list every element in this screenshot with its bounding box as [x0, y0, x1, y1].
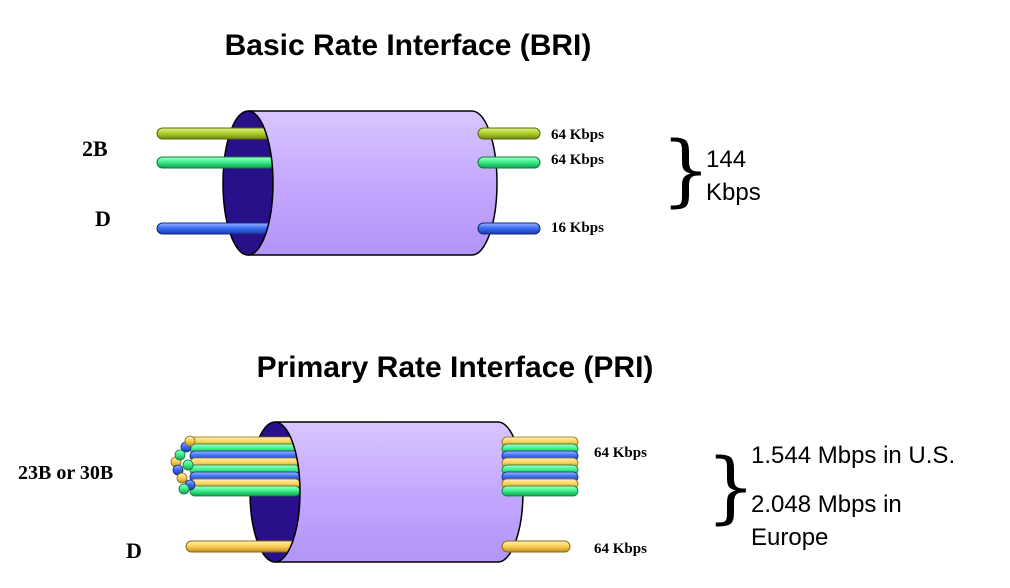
bri-cylinder [247, 110, 498, 256]
pri-b-bundle-left [170, 435, 301, 497]
bri-rate-b2: 64 Kbps [551, 152, 604, 168]
pri-section: Primary Rate Interface (PRI) [18, 351, 955, 563]
bri-label-2b: 2B [82, 136, 108, 161]
pri-cylinder [274, 421, 524, 563]
pri-brace-icon: } [706, 443, 756, 533]
bri-wire-d-right [477, 222, 541, 235]
bri-wire-b2-right [477, 156, 541, 169]
bri-total-value: 144 [706, 146, 746, 173]
bri-wire-b2-left [156, 156, 276, 169]
pri-rate-b: 64 Kbps [594, 445, 647, 461]
pri-total-eu-line2: Europe [751, 524, 828, 551]
bri-section: Basic Rate Interface (BRI) 2B D 64 Kbps … [82, 29, 761, 256]
bri-rate-b1: 64 Kbps [551, 127, 604, 143]
pri-title: Primary Rate Interface (PRI) [257, 351, 654, 384]
bri-wire-b1-left [156, 127, 276, 140]
pri-total-us: 1.544 Mbps in U.S. [751, 442, 955, 469]
bri-rate-d: 16 Kbps [551, 220, 604, 236]
pri-total-eu-line1: 2.048 Mbps in [751, 491, 902, 518]
pri-b-bundle-right [501, 436, 579, 497]
pri-label-b: 23B or 30B [18, 462, 113, 484]
bri-brace-icon: } [661, 126, 711, 216]
bri-label-d: D [95, 206, 111, 231]
bri-total-unit: Kbps [706, 179, 761, 206]
pri-wire-d-left [185, 540, 299, 553]
bri-wire-d-left [156, 222, 276, 235]
pri-label-d: D [126, 538, 142, 563]
pri-wire-d-right [501, 540, 571, 553]
pri-rate-d: 64 Kbps [594, 541, 647, 557]
bri-wire-b1-right [477, 127, 541, 140]
bri-title: Basic Rate Interface (BRI) [225, 29, 592, 62]
